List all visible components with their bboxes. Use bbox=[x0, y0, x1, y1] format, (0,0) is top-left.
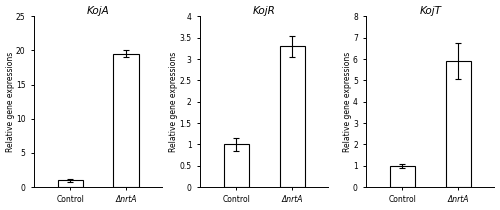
Bar bbox=[224, 144, 249, 187]
Y-axis label: Relative gene expressions: Relative gene expressions bbox=[6, 52, 15, 152]
Y-axis label: Relative gene expressions: Relative gene expressions bbox=[169, 52, 178, 152]
Bar bbox=[446, 61, 470, 187]
Bar bbox=[390, 166, 415, 187]
Title: KojR: KojR bbox=[252, 5, 276, 16]
Title: KojA: KojA bbox=[86, 5, 110, 16]
Title: KojT: KojT bbox=[420, 5, 442, 16]
Bar bbox=[58, 180, 82, 187]
Y-axis label: Relative gene expressions: Relative gene expressions bbox=[342, 52, 351, 152]
Bar bbox=[114, 54, 138, 187]
Bar bbox=[280, 46, 304, 187]
